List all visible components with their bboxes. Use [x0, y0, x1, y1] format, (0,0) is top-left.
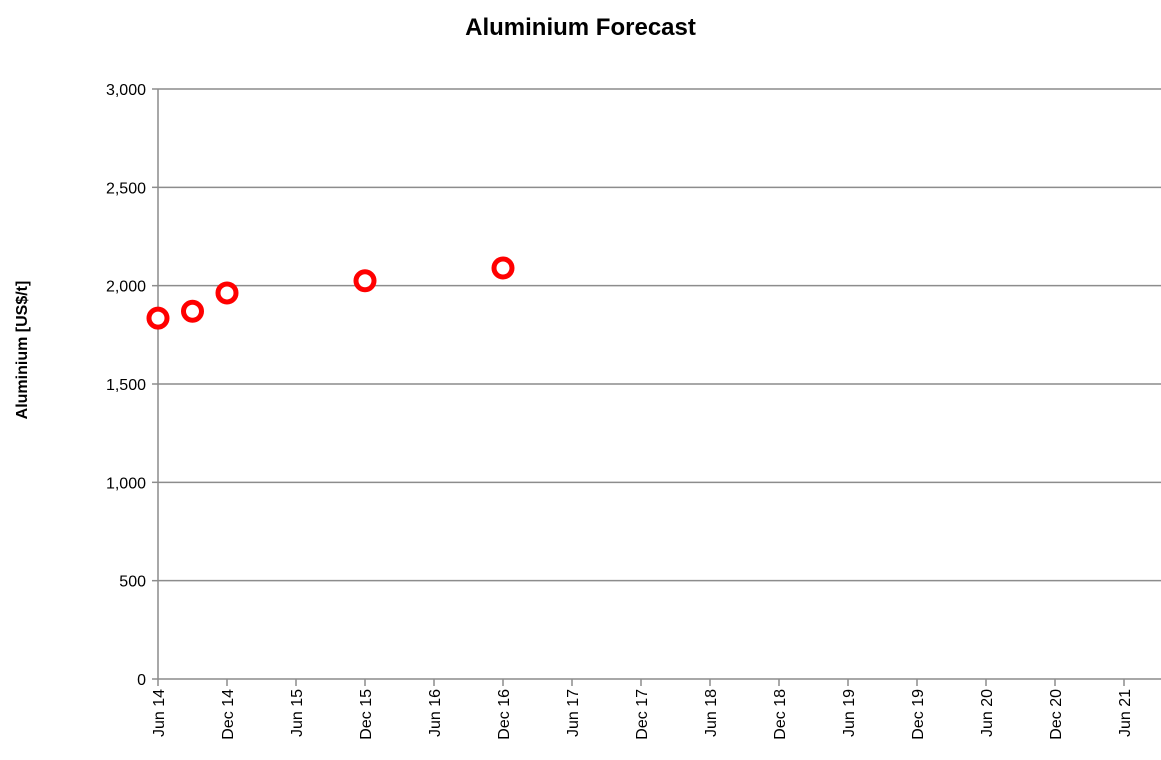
x-tick-label: Dec 15: [358, 689, 375, 740]
x-tick-label: Dec 19: [910, 689, 927, 740]
data-point: [215, 281, 239, 305]
x-tick-label: Jun 18: [703, 689, 720, 737]
chart-title: Aluminium Forecast: [465, 14, 696, 41]
y-tick-label: 2,000: [106, 279, 146, 296]
x-tick-label: Jun 20: [979, 689, 996, 737]
y-tick-label: 3,000: [106, 82, 146, 99]
y-tick-label: 0: [137, 672, 146, 689]
x-tick-label: Dec 20: [1048, 689, 1065, 740]
x-tick-label: Dec 14: [220, 689, 237, 740]
x-tick-label: Jun 17: [565, 689, 582, 737]
data-point: [181, 299, 204, 323]
x-tick-label: Jun 14: [151, 689, 168, 737]
x-tick-label: Dec 18: [772, 689, 789, 740]
y-tick-label: 1,000: [106, 475, 146, 492]
data-point: [353, 269, 377, 293]
x-tick-label: Jun 19: [841, 689, 858, 737]
y-tick-label: 2,500: [106, 180, 146, 197]
x-tick-label: Dec 16: [496, 689, 513, 740]
y-tick-label: 1,500: [106, 377, 146, 394]
y-tick-label: 500: [119, 574, 146, 591]
x-tick-label: Jun 15: [289, 689, 306, 737]
data-point: [491, 256, 515, 280]
x-tick-label: Jun 16: [427, 689, 444, 737]
data-point: [146, 306, 170, 330]
x-tick-label: Jun 21: [1117, 689, 1134, 737]
x-tick-label: Dec 17: [634, 689, 651, 740]
